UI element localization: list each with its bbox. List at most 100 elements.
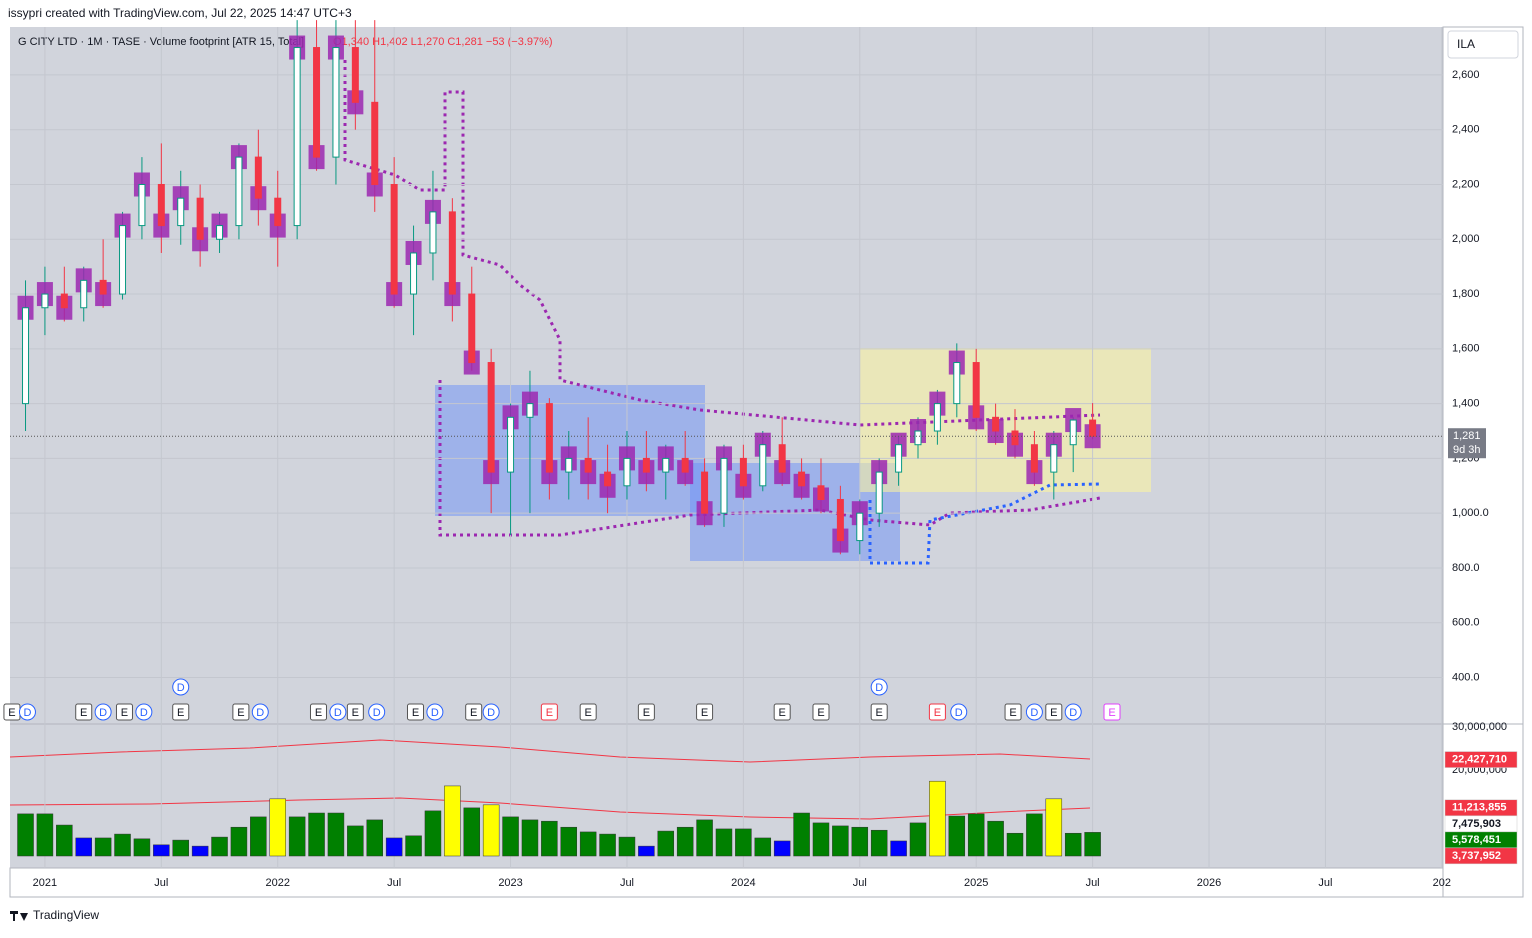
event-icon [1025, 703, 1043, 721]
candle-body [739, 457, 747, 487]
candle-body [429, 211, 437, 254]
event-icon [928, 703, 946, 721]
candle-body [720, 457, 728, 514]
candle-body [390, 183, 398, 295]
volume-bar [812, 822, 830, 857]
x-tick-label: 202 [1433, 877, 1451, 889]
volume-bar [773, 840, 791, 857]
volume-bar [56, 824, 73, 857]
volume-bar [327, 812, 345, 857]
candle-body [933, 403, 941, 432]
candle-body [507, 416, 515, 473]
event-label: E [177, 707, 184, 719]
candle-body [99, 279, 107, 295]
candle-body [642, 457, 650, 473]
volume-bar [715, 828, 733, 857]
currency-button[interactable] [1447, 30, 1519, 59]
candle-body [1030, 444, 1038, 473]
x-tick-label: 2024 [731, 877, 755, 889]
event-label: D [373, 707, 381, 719]
event-label: D [256, 707, 264, 719]
event-icon [540, 703, 558, 721]
volume-bar [94, 837, 112, 857]
x-tick-label: Jul [620, 877, 634, 889]
volume-bar [541, 820, 558, 857]
volume-bar [1026, 813, 1043, 857]
candle-body [254, 156, 262, 199]
volume-bar [1045, 798, 1063, 857]
event-icon [18, 703, 36, 721]
event-icon [172, 703, 190, 721]
candle-body [604, 471, 612, 487]
volume-bar [851, 826, 869, 857]
candle-body [448, 211, 456, 295]
candle-body [992, 416, 1000, 432]
event-icon [773, 703, 791, 721]
candle-body [526, 403, 534, 418]
volume-bar [366, 819, 383, 857]
event-icon [637, 703, 655, 721]
volume-bar [211, 836, 228, 857]
event-icon [115, 703, 133, 721]
volume-bar [909, 822, 927, 857]
event-icon [579, 703, 597, 721]
event-label: D [23, 707, 31, 719]
candle-body [274, 197, 282, 227]
volume-bar [1084, 832, 1101, 857]
event-label: E [352, 707, 359, 719]
candle-body [468, 293, 476, 364]
volume-tag-label: 5,578,451 [1452, 834, 1501, 846]
candle-body [798, 471, 806, 487]
candle-body [817, 485, 825, 500]
event-label: D [177, 682, 185, 694]
y-tick-label: 2,200 [1452, 178, 1480, 190]
candle-body [313, 47, 321, 158]
volume-tag-label: 3,737,952 [1452, 850, 1501, 862]
x-tick-label: Jul [853, 877, 867, 889]
volume-tag-label: 11,213,855 [1452, 802, 1506, 814]
volume-bar [288, 816, 306, 857]
y-tick-label: 2,000 [1452, 233, 1480, 245]
volume-bar [17, 813, 34, 857]
event-label: D [955, 707, 963, 719]
candle-body [875, 471, 883, 514]
event-icon [346, 703, 364, 721]
currency[interactable]: ILA [1457, 37, 1475, 51]
volume-bar [560, 826, 578, 857]
y-tick-label: 1,000.0 [1452, 507, 1489, 519]
event-label: D [334, 707, 342, 719]
volume-bar [153, 844, 170, 857]
event-label: E [817, 707, 824, 719]
logo [10, 911, 28, 921]
volume-bar [269, 798, 286, 857]
candle-body [895, 444, 903, 473]
volume-bar [735, 828, 752, 857]
candle-body [332, 47, 340, 158]
candle-body [565, 457, 573, 473]
volume-bar [987, 820, 1004, 857]
candle-body [778, 444, 786, 473]
volume-bar [618, 836, 636, 857]
volume-tag [1444, 751, 1518, 768]
event-icon [1004, 703, 1022, 721]
candle-body [410, 252, 418, 295]
event-icon [465, 703, 483, 721]
candle-body [836, 498, 844, 542]
x-tick-label: Jul [154, 877, 168, 889]
event-icon [696, 703, 714, 721]
event-label: E [934, 707, 941, 719]
last-price-label: 1,281 [1453, 430, 1481, 442]
candle-body [623, 457, 631, 487]
volume-bar [114, 833, 131, 857]
event-label: D [875, 682, 883, 694]
y-tick-label: 1,400 [1452, 398, 1480, 410]
event-label: E [701, 707, 708, 719]
event-label: E [80, 707, 87, 719]
candle-body [972, 362, 980, 418]
event-icon [1103, 703, 1121, 721]
event-label: D [140, 707, 148, 719]
candle-body [545, 403, 553, 473]
y-tick-label: 800.0 [1452, 562, 1480, 574]
candle-body [41, 293, 49, 309]
volume-bar [482, 804, 500, 857]
